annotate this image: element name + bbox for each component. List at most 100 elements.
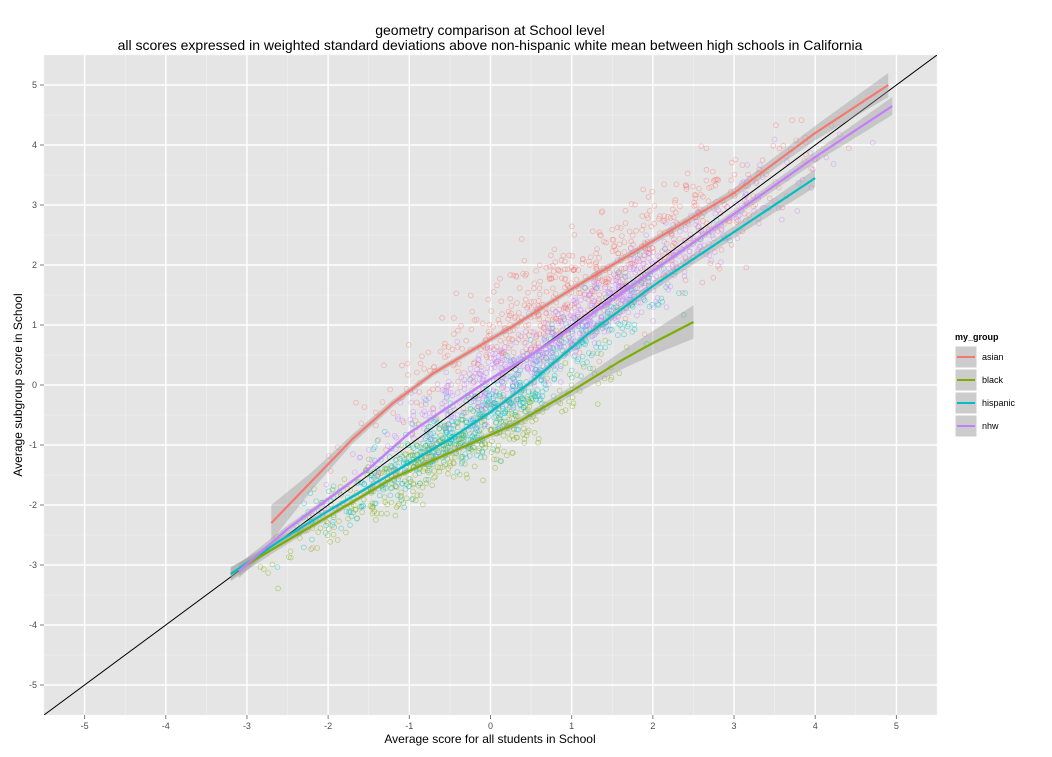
data-point xyxy=(542,333,549,339)
data-point xyxy=(537,278,543,285)
data-point xyxy=(587,290,594,297)
data-point xyxy=(649,188,656,195)
data-point xyxy=(570,314,577,321)
data-point xyxy=(528,328,534,335)
data-point xyxy=(421,366,427,372)
data-point xyxy=(587,317,594,324)
data-point xyxy=(645,278,651,284)
data-point xyxy=(572,314,578,321)
data-point xyxy=(609,278,616,284)
data-point xyxy=(561,304,568,311)
data-point xyxy=(502,408,508,414)
data-point xyxy=(417,360,424,367)
data-point xyxy=(617,279,623,285)
data-point xyxy=(590,273,597,279)
y-tick-label: 5 xyxy=(32,80,37,90)
data-point xyxy=(710,274,717,281)
data-point xyxy=(476,403,482,410)
data-point xyxy=(560,305,567,312)
data-point xyxy=(583,338,589,344)
data-point xyxy=(599,325,606,331)
data-point xyxy=(552,309,559,315)
data-point xyxy=(405,342,412,348)
data-point xyxy=(495,353,502,359)
data-point xyxy=(614,304,621,310)
data-point xyxy=(547,345,554,351)
data-point xyxy=(640,186,647,193)
data-point xyxy=(586,326,593,332)
data-point xyxy=(706,240,712,247)
data-point xyxy=(569,253,576,259)
data-point xyxy=(533,268,539,274)
data-point xyxy=(500,384,507,391)
data-point xyxy=(569,330,576,337)
data-point xyxy=(514,434,520,441)
data-point xyxy=(536,397,543,404)
data-point xyxy=(541,377,548,384)
data-point xyxy=(482,405,489,412)
data-point xyxy=(606,339,613,346)
data-point xyxy=(490,401,496,407)
data-point xyxy=(474,424,480,431)
data-point xyxy=(514,426,520,433)
data-point xyxy=(578,373,584,379)
data-point xyxy=(695,224,701,230)
data-point xyxy=(670,242,676,249)
data-point xyxy=(571,353,577,360)
data-point xyxy=(574,344,580,351)
data-point xyxy=(435,449,442,456)
data-point xyxy=(541,320,547,326)
x-tick-label: -1 xyxy=(405,721,413,731)
data-point xyxy=(521,440,528,446)
data-point xyxy=(577,306,584,313)
data-point xyxy=(486,398,492,405)
data-point xyxy=(479,449,486,456)
data-point xyxy=(410,412,417,419)
data-point xyxy=(478,368,485,374)
data-point xyxy=(649,302,655,308)
data-point xyxy=(645,246,651,252)
data-point xyxy=(425,444,432,451)
data-point xyxy=(628,245,634,252)
data-point xyxy=(696,244,703,250)
data-point xyxy=(616,269,622,275)
data-point xyxy=(728,159,735,166)
data-point xyxy=(836,131,843,138)
data-point xyxy=(407,452,414,459)
data-point xyxy=(589,295,595,301)
data-point xyxy=(507,358,514,365)
data-point xyxy=(399,362,405,369)
data-point xyxy=(512,313,519,320)
data-point xyxy=(497,415,504,422)
data-point xyxy=(507,357,514,364)
data-point xyxy=(418,436,424,443)
data-point xyxy=(570,267,576,273)
data-point xyxy=(550,330,557,337)
x-tick-label: 4 xyxy=(813,721,818,731)
data-point xyxy=(536,358,543,364)
data-point xyxy=(461,434,467,440)
data-point xyxy=(595,380,602,387)
data-point xyxy=(528,304,534,311)
data-point xyxy=(390,410,397,416)
data-point xyxy=(353,399,359,406)
data-point xyxy=(548,275,555,282)
data-point xyxy=(426,367,433,374)
data-point xyxy=(636,252,643,258)
data-point xyxy=(494,448,500,454)
data-point xyxy=(545,320,552,327)
data-point xyxy=(563,304,569,311)
data-point xyxy=(645,250,652,256)
data-point xyxy=(511,411,518,418)
data-point xyxy=(710,235,717,242)
y-tick-label: -3 xyxy=(29,560,37,570)
data-point xyxy=(591,288,598,295)
data-point xyxy=(406,483,413,489)
data-point xyxy=(488,449,495,455)
data-point xyxy=(546,310,553,316)
data-point xyxy=(575,267,582,273)
data-point xyxy=(553,299,560,306)
data-point xyxy=(708,184,715,190)
data-point xyxy=(571,300,578,307)
data-point xyxy=(618,265,625,272)
